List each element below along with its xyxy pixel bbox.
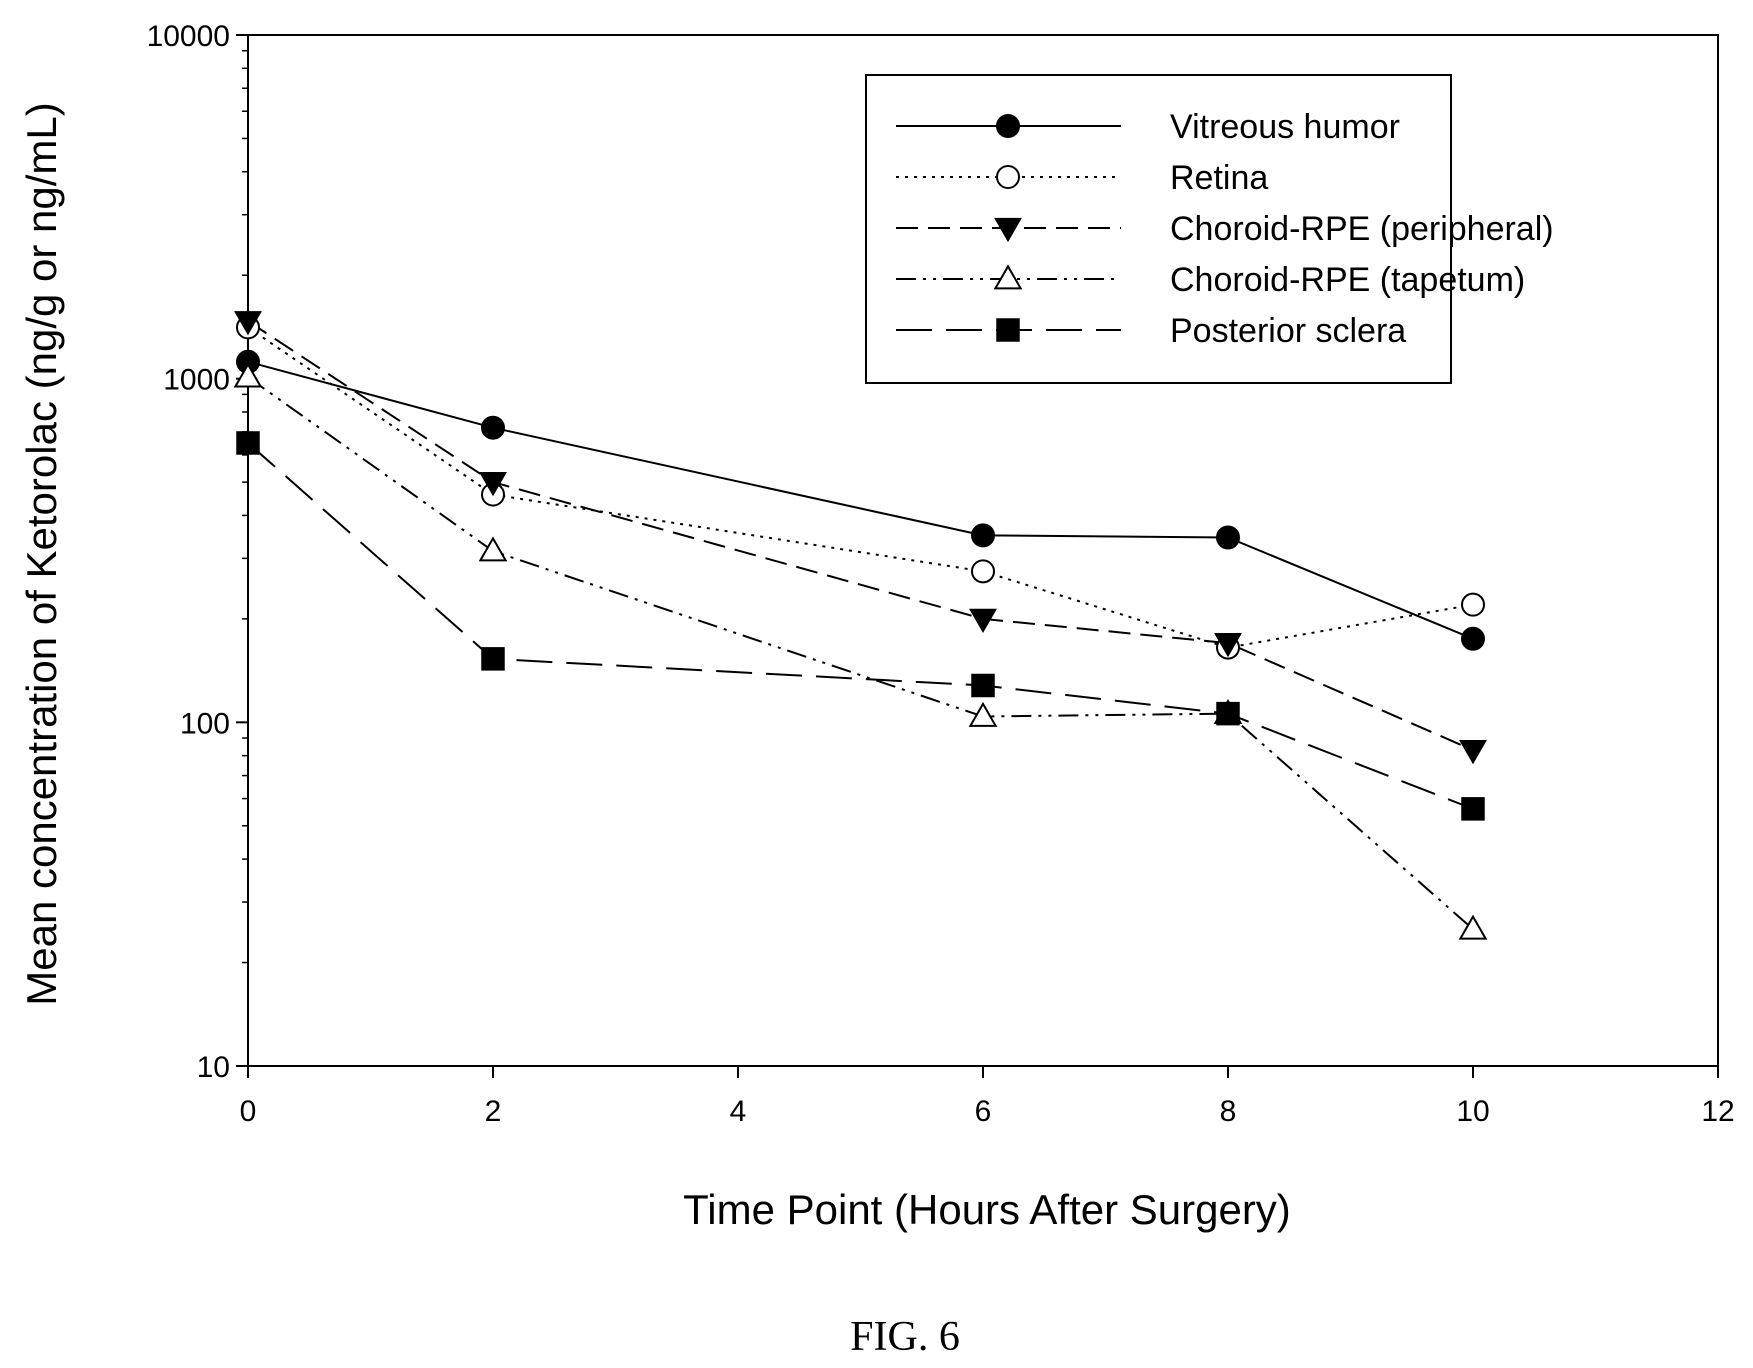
data-point-3-0 [233,362,263,388]
data-point-1-4 [1461,592,1485,617]
series-line-2 [247,320,1474,752]
figure-caption: FIG. 6 [850,1314,960,1360]
data-point-0-1 [481,415,505,440]
x-tick-label: 2 [485,1095,502,1128]
data-point-3-1 [478,536,508,562]
legend-label-2: Choroid-RPE (peripheral) [1170,210,1554,248]
data-point-0-4 [1461,626,1485,651]
legend-marker-1 [996,165,1020,189]
x-tick-label: 6 [975,1095,992,1128]
y-axis-label: Mean concentration of Ketorolac (ng/g or… [18,102,65,1006]
data-point-1-2 [971,559,995,584]
data-point-3-4 [1458,914,1488,940]
x-axis: 0 2 4 6 8 10 12 [240,1066,1735,1128]
y-tick-label: 10 [197,1051,230,1084]
y-tick-label: 1000 [163,364,230,397]
legend-marker-4 [996,318,1020,342]
series-line-0 [247,360,1474,640]
legend-marker-2 [994,217,1022,243]
legend-marker-0 [996,114,1020,138]
x-tick-label: 10 [1456,1095,1489,1128]
data-point-0-2 [971,523,995,548]
y-axis: 10 100 1000 10000 [147,20,248,1084]
data-point-4-1 [481,647,505,671]
data-point-2-4 [1459,740,1487,765]
x-tick-label: 8 [1220,1095,1237,1128]
y-tick-label: 10000 [147,20,230,53]
data-point-4-4 [1461,797,1485,821]
data-point-2-2 [969,608,997,634]
series-line-4 [247,442,1474,810]
legend-marker-3 [993,264,1023,290]
x-tick-label: 4 [730,1095,747,1128]
series-line-3 [247,376,1474,930]
data-point-4-2 [971,673,995,698]
data-point-4-0 [236,431,260,455]
series-lines [247,320,1474,930]
series-markers [233,311,1488,940]
legend-label-3: Choroid-RPE (tapetum) [1170,261,1525,299]
data-point-2-0 [234,311,262,336]
x-axis-label: Time Point (Hours After Surgery) [683,1186,1291,1233]
data-point-0-3 [1216,525,1240,550]
data-point-4-3 [1216,701,1240,726]
data-point-2-3 [1214,633,1242,658]
x-tick-label: 0 [240,1095,257,1128]
data-point-2-1 [479,472,507,497]
legend-label-4: Posterior sclera [1170,312,1406,350]
legend-label-0: Vitreous humor [1170,108,1400,146]
data-point-3-2 [968,701,998,727]
y-tick-label: 100 [180,707,230,740]
x-tick-label: 12 [1701,1095,1734,1128]
legend-label-1: Retina [1170,159,1268,197]
legend: Vitreous humor Retina Choroid-RPE (periphe… [865,74,1554,384]
